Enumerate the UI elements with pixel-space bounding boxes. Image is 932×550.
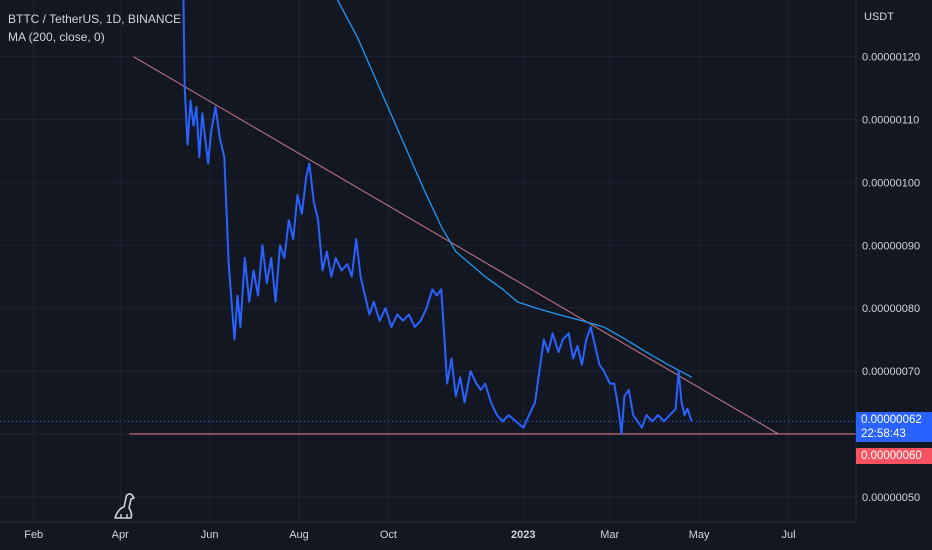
support-price-badge: 0.00000060 (856, 447, 932, 464)
x-tick-label-6: Mar (600, 529, 619, 541)
series-layer (182, 0, 693, 435)
x-tick-label-2: Jun (201, 529, 219, 541)
y-tick-label-0: 0.00000050 (862, 492, 920, 504)
y-tick-label-6: 0.00000110 (862, 114, 919, 126)
chart-grid (0, 0, 856, 522)
x-tick-label-5: 2023 (511, 529, 535, 541)
current-price-value: 0.00000062 (861, 414, 922, 427)
x-tick-label-4: Oct (380, 529, 397, 541)
indicator-label[interactable]: MA (200, close, 0) (8, 30, 105, 44)
y-tick-label-5: 0.00000100 (862, 177, 920, 189)
currency-label: USDT (864, 11, 894, 23)
y-tick-label-7: 0.00000120 (862, 52, 920, 64)
x-tick-label-8: Jul (782, 529, 796, 541)
time-axis[interactable]: Feb Apr Jun Aug Oct 2023 Mar May Jul (24, 529, 795, 541)
y-tick-label-3: 0.00000080 (862, 303, 920, 315)
candle-countdown: 22:58:43 (861, 428, 906, 441)
price-line[interactable] (182, 0, 693, 435)
x-tick-label-3: Aug (289, 529, 309, 541)
descending-trendline[interactable] (133, 56, 779, 435)
trendline-layer (0, 56, 856, 435)
ma-200-line[interactable] (334, 0, 693, 378)
tradingview-dino-icon[interactable] (112, 490, 138, 520)
support-price-value: 0.00000060 (861, 449, 922, 462)
y-tick-label-2: 0.00000070 (862, 366, 920, 378)
current-price-badge: 0.00000062 22:58:43 (856, 412, 932, 443)
x-tick-label-1: Apr (112, 529, 129, 541)
y-tick-label-4: 0.00000090 (862, 240, 920, 252)
x-tick-label-0: Feb (24, 529, 43, 541)
chart-legend: BTTC / TetherUS, 1D, BINANCE MA (200, cl… (8, 10, 181, 46)
symbol-title[interactable]: BTTC / TetherUS, 1D, BINANCE (8, 12, 182, 26)
x-tick-label-7: May (689, 529, 710, 541)
